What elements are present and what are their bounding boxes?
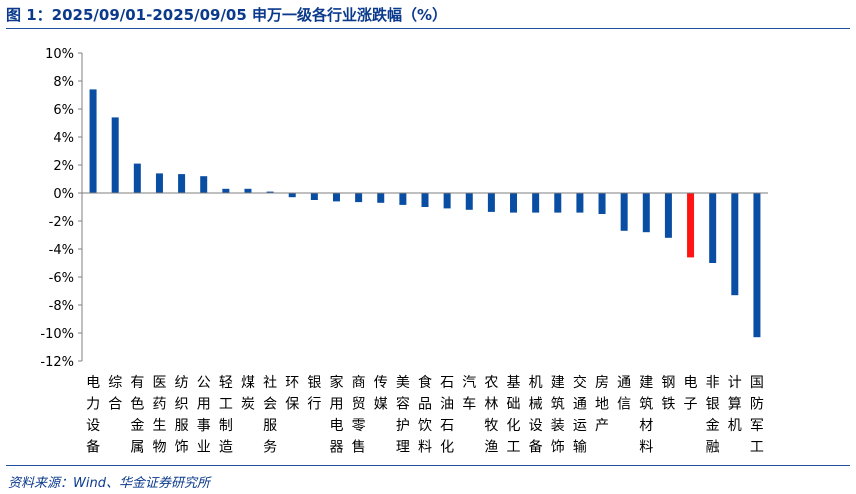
- bar: [244, 188, 252, 193]
- y-tick-label: 6%: [53, 103, 74, 118]
- category-label: 电力设备: [86, 375, 100, 456]
- bar: [421, 193, 429, 207]
- y-tick-label: -12%: [40, 355, 74, 370]
- y-tick-label: 10%: [45, 47, 74, 62]
- y-tick-label: 0%: [53, 187, 74, 202]
- category-label: 钢铁: [661, 375, 675, 413]
- category-label: 综合: [108, 375, 122, 413]
- category-label: 机械设备: [529, 375, 543, 456]
- category-label: 国防军工: [750, 375, 764, 456]
- category-label: 建筑材料: [639, 375, 653, 456]
- bar: [178, 174, 186, 193]
- bar: [664, 193, 672, 238]
- bar: [642, 193, 650, 233]
- bar: [355, 193, 363, 203]
- category-label: 煤炭: [241, 375, 255, 413]
- bar: [155, 173, 163, 193]
- bar: [487, 193, 495, 212]
- bar: [332, 193, 340, 202]
- y-tick-label: -2%: [49, 215, 74, 230]
- category-label: 家用电器: [329, 374, 343, 456]
- bar: [266, 191, 274, 193]
- category-labels: 电力设备综合有色金属医药生物纺织服饰公用事业轻工制造煤炭社会服务环保银行家用电器…: [86, 374, 764, 456]
- bar: [465, 193, 473, 210]
- bar: [377, 193, 385, 203]
- category-label: 汽车: [462, 375, 476, 413]
- category-label: 纺织服饰: [175, 375, 189, 456]
- category-label: 非银金融: [706, 375, 720, 456]
- bar: [111, 117, 119, 193]
- bar: [620, 193, 628, 231]
- category-label: 建筑装饰: [551, 375, 565, 456]
- bar: [598, 193, 606, 214]
- bar: [510, 193, 518, 213]
- category-label: 房地产: [595, 375, 609, 434]
- category-label: 传媒: [374, 375, 388, 413]
- bar: [576, 193, 584, 213]
- category-label: 基础化工: [507, 374, 521, 456]
- chart-title: 图 1：2025/09/01-2025/09/05 申万一级各行业涨跌幅（%）: [6, 6, 448, 24]
- bar: [133, 163, 141, 193]
- bars: [89, 89, 761, 338]
- bar: [709, 193, 717, 263]
- category-label: 石油石化: [440, 375, 454, 456]
- category-label: 轻工制造: [219, 375, 233, 456]
- bar: [554, 193, 562, 213]
- y-tick-label: -4%: [49, 243, 74, 258]
- title-divider: [6, 28, 850, 29]
- category-label: 农林牧渔: [484, 375, 498, 456]
- category-label: 公用事业: [197, 375, 211, 456]
- bar: [288, 193, 296, 198]
- bar: [310, 193, 318, 200]
- footer-divider: [6, 465, 850, 466]
- y-tick-label: -6%: [49, 271, 74, 286]
- bar: [399, 193, 407, 205]
- y-tick-label: -10%: [40, 327, 74, 342]
- category-label: 社会服务: [263, 375, 277, 456]
- category-label: 电子: [684, 375, 698, 413]
- category-label: 通信: [617, 375, 631, 413]
- y-tick-label: 2%: [53, 159, 74, 174]
- y-tick-label: 8%: [53, 75, 74, 90]
- category-label: 美容护理: [396, 375, 410, 456]
- bar: [222, 188, 230, 193]
- bar: [89, 89, 97, 193]
- category-label: 计算机: [728, 375, 742, 434]
- category-label: 环保: [285, 375, 299, 413]
- category-label: 商贸零售: [352, 375, 366, 456]
- category-label: 有色金属: [130, 375, 144, 456]
- category-label: 交通运输: [573, 374, 587, 456]
- bar: [443, 193, 451, 209]
- bar: [753, 193, 761, 338]
- bar: [532, 193, 540, 213]
- bar: [200, 176, 208, 193]
- bar: [687, 193, 695, 258]
- category-label: 银行: [307, 375, 321, 413]
- y-tick-label: 4%: [53, 131, 74, 146]
- category-label: 医药生物: [152, 375, 166, 456]
- bar: [731, 193, 739, 296]
- category-label: 食品饮料: [418, 374, 432, 456]
- source-note: 资料来源：Wind、华金证券研究所: [8, 476, 210, 491]
- y-axis: 10% 8% 6% 4% 2% 0% -2% -4% -6% -8% -10% -12%: [40, 47, 83, 370]
- y-tick-label: -8%: [49, 299, 74, 314]
